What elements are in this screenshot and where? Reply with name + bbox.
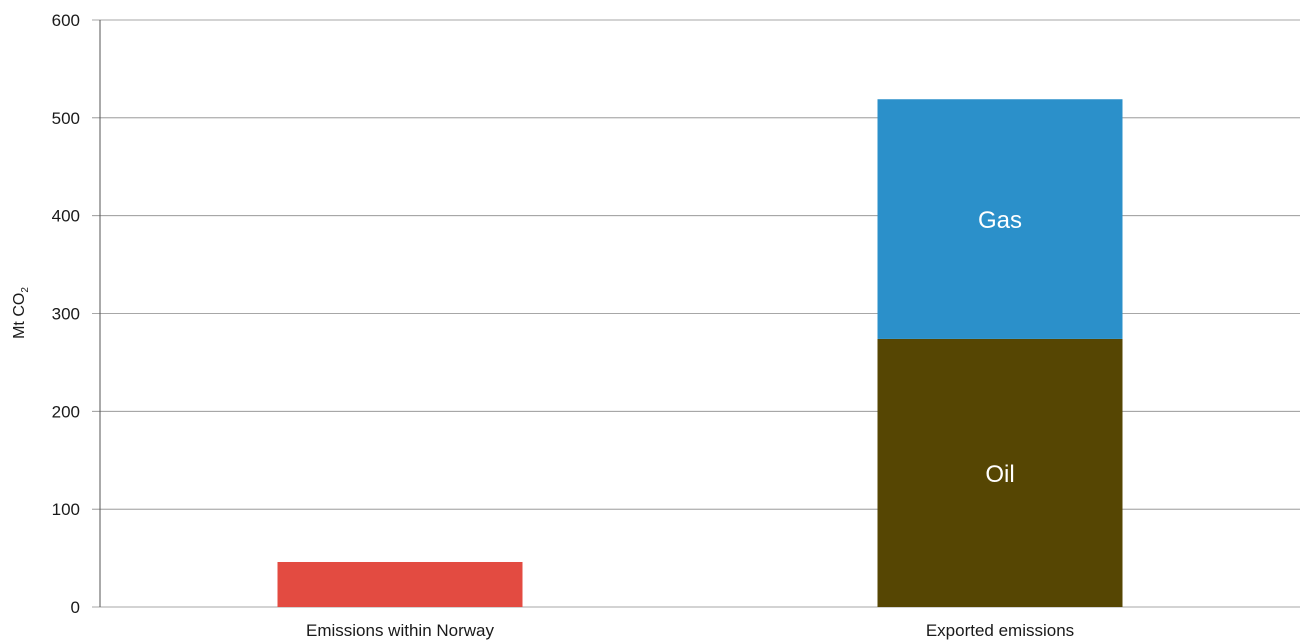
bar-segment-gas [877,99,1123,339]
y-tick-label: 0 [71,598,80,617]
category-label: Emissions within Norway [306,621,494,640]
y-tick-label: 600 [52,11,80,30]
y-tick-label: 400 [52,207,80,226]
y-tick-label: 200 [52,402,80,421]
y-tick-label: 500 [52,109,80,128]
bars: Oil Gas [277,99,1123,607]
segment-label-oil: Oil [985,461,1014,488]
y-tick-labels: 0 100 200 300 400 500 600 [52,11,80,617]
bar-segment-oil [877,338,1123,607]
y-tick-label: 100 [52,500,80,519]
bar-segment-0 [277,561,523,607]
gridlines [92,19,1300,608]
category-labels: Emissions within Norway Exported emission… [306,621,1074,640]
y-tick-label: 300 [52,305,80,324]
y-axis-label: Mt CO2 [11,287,31,339]
category-label: Exported emissions [926,621,1074,640]
segment-label-gas: Gas [978,207,1022,234]
